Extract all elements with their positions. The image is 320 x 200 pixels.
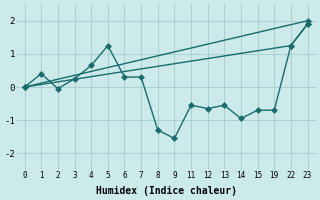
X-axis label: Humidex (Indice chaleur): Humidex (Indice chaleur) <box>96 186 236 196</box>
